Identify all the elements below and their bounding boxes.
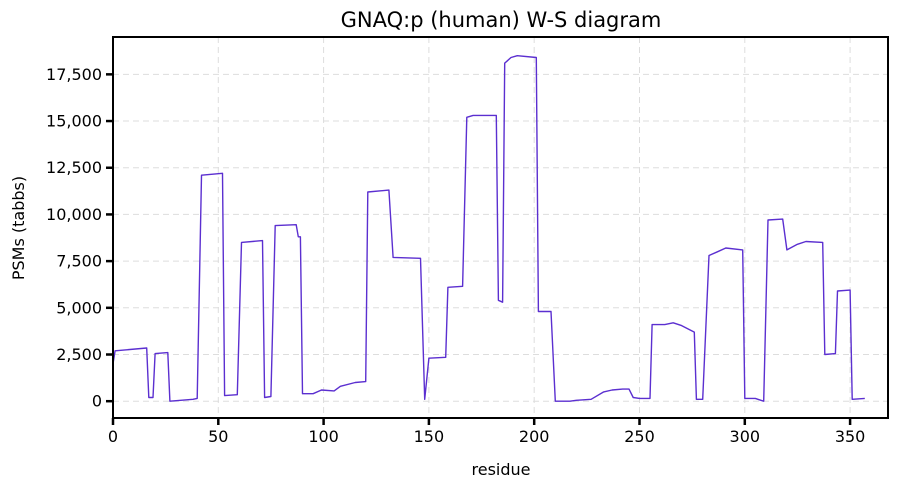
y-tick-label: 0 bbox=[92, 392, 102, 411]
x-tick-label: 250 bbox=[624, 427, 655, 446]
grid bbox=[112, 37, 888, 418]
chart-title: GNAQ:p (human) W-S diagram bbox=[341, 8, 662, 32]
y-tick-label: 5,000 bbox=[56, 298, 102, 317]
x-tick-label: 150 bbox=[414, 427, 445, 446]
plot-frame bbox=[112, 36, 889, 419]
plot-frame-border bbox=[112, 36, 889, 419]
series-layer bbox=[112, 55, 865, 402]
x-axis-label: residue bbox=[472, 460, 531, 479]
x-axis: 0 50 100 150 200 250 300 350 bbox=[108, 418, 865, 446]
y-tick-label: 12,500 bbox=[46, 158, 102, 177]
y-axis-label: PSMs (tabbs) bbox=[9, 176, 28, 280]
y-tick-label: 2,500 bbox=[56, 345, 102, 364]
y-tick-label: 17,500 bbox=[46, 65, 102, 84]
y-tick-label: 15,000 bbox=[46, 112, 102, 131]
x-tick-label: 300 bbox=[730, 427, 761, 446]
y-tick-label: 10,000 bbox=[46, 205, 102, 224]
x-tick-label: 350 bbox=[835, 427, 866, 446]
x-tick-label: 100 bbox=[308, 427, 339, 446]
y-tick-label: 7,500 bbox=[56, 252, 102, 271]
x-tick-label: 0 bbox=[108, 427, 118, 446]
x-tick-label: 50 bbox=[208, 427, 228, 446]
y-axis: 0 2,500 5,000 7,500 10,000 12,500 15,000 17,500 bbox=[46, 65, 113, 411]
x-tick-label: 200 bbox=[519, 427, 550, 446]
series-line bbox=[112, 55, 865, 402]
